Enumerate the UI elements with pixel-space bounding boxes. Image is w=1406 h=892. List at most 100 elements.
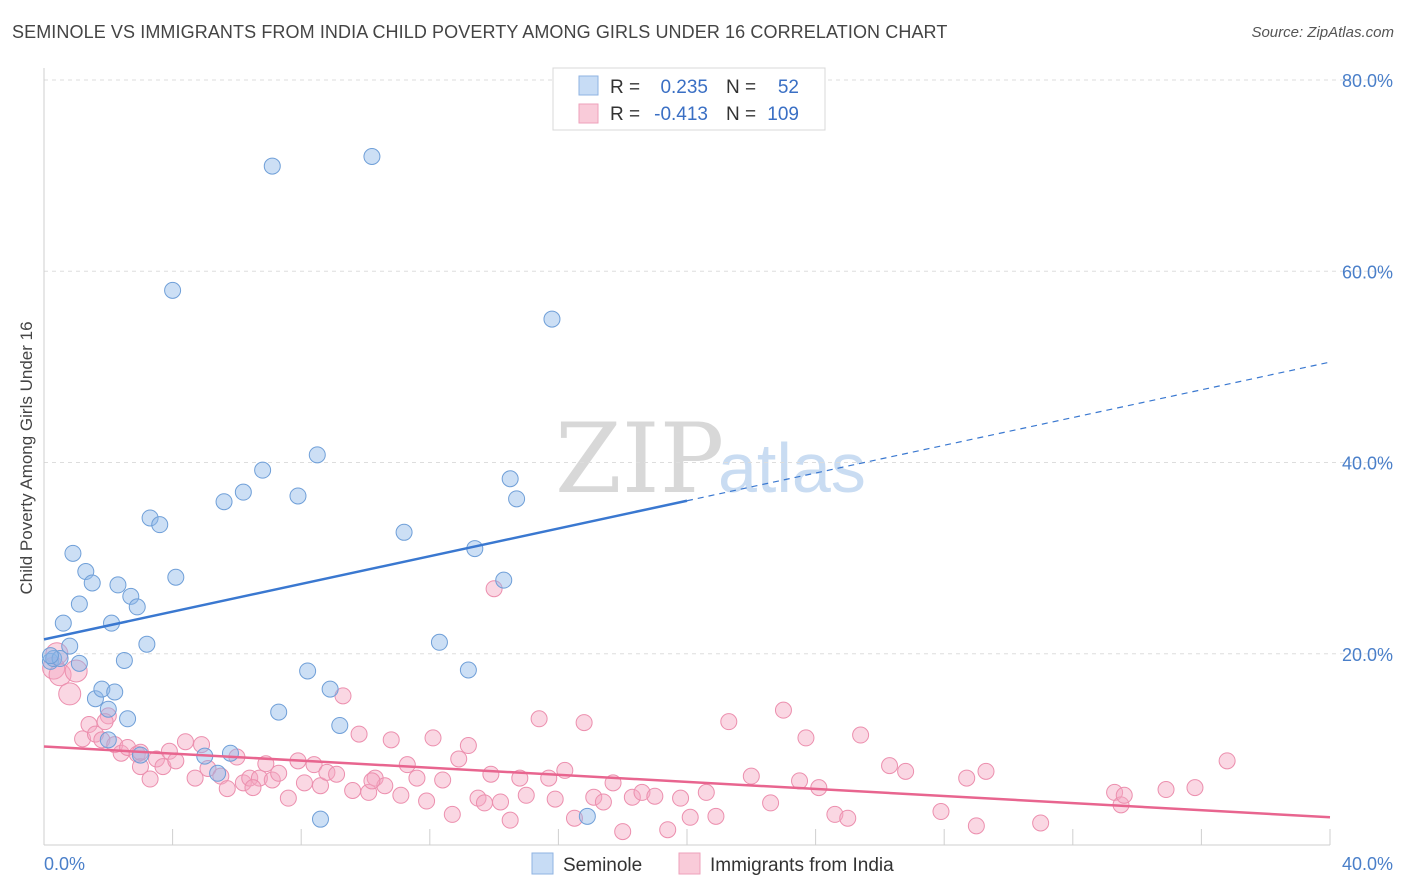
seminole-point bbox=[131, 746, 149, 764]
seminole-point bbox=[70, 654, 88, 672]
seminole-point bbox=[299, 662, 317, 680]
india-point bbox=[797, 729, 815, 747]
india-point bbox=[382, 731, 400, 749]
india-point bbox=[93, 731, 111, 749]
y-tick-label-60: 60.0% bbox=[1342, 262, 1393, 282]
seminole-point bbox=[164, 281, 182, 299]
india-point bbox=[475, 794, 493, 812]
india-point bbox=[958, 769, 976, 787]
india-point bbox=[350, 725, 368, 743]
seminole-point bbox=[141, 509, 159, 527]
india-point bbox=[186, 769, 204, 787]
legend-n-label-1: N = bbox=[726, 77, 756, 98]
seminole-point bbox=[41, 647, 59, 665]
india-point bbox=[241, 769, 259, 787]
india-point bbox=[450, 750, 468, 768]
india-point bbox=[540, 769, 558, 787]
india-point bbox=[459, 737, 477, 755]
india-point bbox=[492, 793, 510, 811]
y-tick-label-20: 20.0% bbox=[1342, 645, 1393, 665]
seminole-point bbox=[70, 595, 88, 613]
india-point bbox=[774, 701, 792, 719]
legend-n-value-1: 52 bbox=[778, 77, 799, 98]
india-point bbox=[1157, 781, 1175, 799]
seminole-point bbox=[106, 683, 124, 701]
trend-lines bbox=[43, 361, 1331, 819]
seminole-point bbox=[263, 157, 281, 175]
chart-title: SEMINOLE VS IMMIGRANTS FROM INDIA CHILD … bbox=[12, 22, 948, 42]
india-point bbox=[932, 803, 950, 821]
india-point bbox=[881, 757, 899, 775]
seminole-point bbox=[64, 544, 82, 562]
india-point bbox=[376, 777, 394, 795]
india-point bbox=[681, 808, 699, 826]
india-point bbox=[623, 788, 641, 806]
india-point bbox=[328, 765, 346, 783]
india-point bbox=[295, 774, 313, 792]
seminole-point bbox=[270, 703, 288, 721]
india-point bbox=[485, 580, 503, 598]
seminole-point bbox=[115, 651, 133, 669]
india-point bbox=[58, 682, 82, 706]
series-seminole-points bbox=[41, 148, 596, 828]
seminole-point bbox=[109, 576, 127, 594]
india-swatch bbox=[578, 103, 599, 124]
seminole-point bbox=[331, 716, 349, 734]
india-point bbox=[646, 787, 664, 805]
seminole-point bbox=[209, 764, 227, 782]
seminole-point bbox=[51, 650, 69, 668]
seminole-point bbox=[234, 483, 252, 501]
india-point bbox=[501, 811, 519, 829]
india-point bbox=[897, 762, 915, 780]
seminole-point bbox=[578, 807, 596, 825]
india-point bbox=[176, 733, 194, 751]
y-tick-labels: 20.0% 40.0% 60.0% 80.0% bbox=[1342, 71, 1393, 665]
legend-n-label-2: N = bbox=[726, 104, 756, 125]
seminole-point bbox=[167, 568, 185, 586]
india-point bbox=[707, 807, 725, 825]
india-point bbox=[742, 767, 760, 785]
india-point bbox=[1218, 752, 1236, 770]
india-point bbox=[614, 823, 632, 841]
india-trend-line bbox=[43, 745, 1331, 819]
india-point bbox=[762, 794, 780, 812]
legend-r-label-1: R = bbox=[610, 77, 640, 98]
india-point bbox=[594, 793, 612, 811]
india-point bbox=[633, 783, 651, 801]
seminole-point bbox=[61, 637, 79, 655]
seminole-point bbox=[501, 470, 519, 488]
india-point bbox=[270, 764, 288, 782]
legend-r-label-2: R = bbox=[610, 104, 640, 125]
legend-india-swatch bbox=[678, 852, 701, 875]
india-point bbox=[443, 805, 461, 823]
india-point bbox=[1115, 786, 1133, 804]
seminole-point bbox=[543, 310, 561, 328]
seminole-point bbox=[41, 652, 59, 670]
seminole-point bbox=[119, 710, 137, 728]
seminole-point bbox=[122, 587, 140, 605]
india-point bbox=[530, 710, 548, 728]
series-india-points bbox=[42, 580, 1236, 841]
india-point bbox=[344, 781, 362, 799]
seminole-point bbox=[128, 598, 146, 616]
india-point bbox=[363, 772, 381, 790]
legend-seminole-swatch bbox=[531, 852, 554, 875]
india-point bbox=[99, 707, 117, 725]
india-point bbox=[517, 786, 535, 804]
india-point bbox=[585, 788, 603, 806]
watermark-atlas: atlas bbox=[718, 429, 866, 507]
india-point bbox=[263, 771, 281, 789]
india-point bbox=[672, 789, 690, 807]
legend-r-value-1: 0.235 bbox=[660, 77, 708, 98]
seminole-point bbox=[215, 493, 233, 511]
india-point bbox=[418, 792, 436, 810]
seminole-point bbox=[45, 650, 63, 668]
india-point bbox=[398, 756, 416, 774]
india-point bbox=[1032, 814, 1050, 832]
seminole-swatch bbox=[578, 75, 599, 96]
india-point bbox=[967, 817, 985, 835]
legend-r-value-2: -0.413 bbox=[654, 104, 708, 125]
legend-seminole-label: Seminole bbox=[563, 855, 642, 876]
chart-source: Source: ZipAtlas.com bbox=[1251, 24, 1394, 41]
seminole-point bbox=[86, 690, 104, 708]
